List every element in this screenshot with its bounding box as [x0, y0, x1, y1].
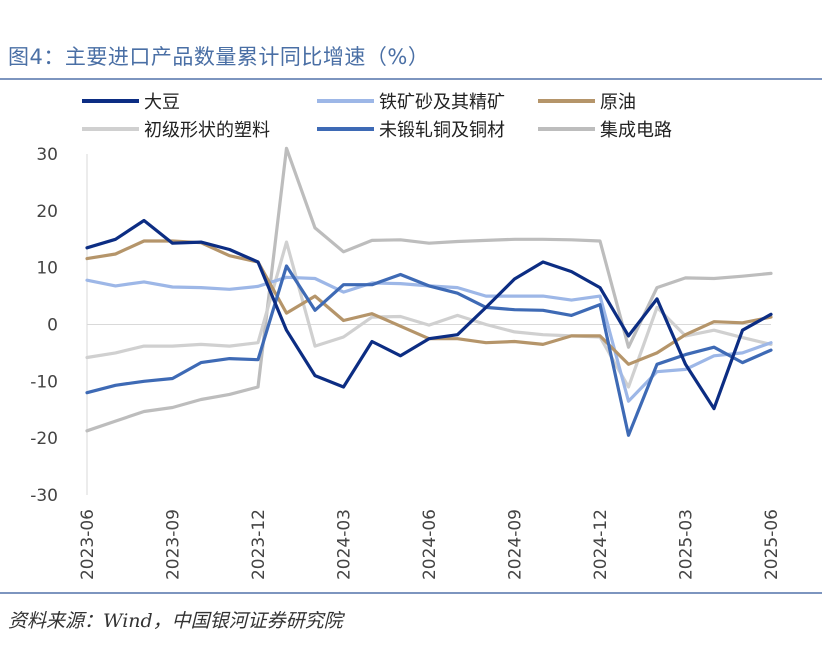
footer-divider — [0, 592, 822, 594]
legend-label: 铁矿砂及其精矿 — [379, 92, 505, 113]
chart-title: 图4：主要进口产品数量累计同比增速（%） — [8, 45, 430, 69]
legend-label: 未锻轧铜及铜材 — [379, 120, 505, 141]
series-line — [85, 146, 773, 433]
x-tick-label: 2024-12 — [591, 509, 611, 580]
y-axis: 30 20 10 0 -10 -20 -30 — [30, 145, 58, 506]
x-tick-label: 2023-09 — [164, 509, 184, 580]
y-tick-label: -20 — [30, 429, 58, 449]
x-axis: 2023-06 2023-09 2023-12 2024-03 2024-06 2024-… — [78, 154, 782, 580]
legend-label: 集成电路 — [600, 120, 672, 141]
series-lines — [85, 146, 773, 437]
legend-label: 大豆 — [144, 92, 180, 113]
y-tick-label: 10 — [36, 259, 58, 279]
x-tick-label: 2024-03 — [335, 509, 355, 580]
x-tick-label: 2023-06 — [78, 509, 98, 580]
title-divider — [0, 78, 822, 80]
series-line — [85, 218, 773, 411]
legend-label: 原油 — [600, 92, 636, 113]
x-tick-label: 2024-09 — [506, 509, 526, 580]
y-tick-label: 0 — [47, 316, 58, 336]
y-tick-label: -30 — [30, 486, 58, 506]
x-tick-label: 2025-03 — [677, 509, 697, 580]
x-tick-label: 2025-06 — [762, 509, 782, 580]
series-line — [85, 240, 773, 389]
series-line — [85, 264, 773, 437]
legend-label: 初级形状的塑料 — [144, 120, 270, 141]
source-note: 资料来源：Wind，中国银河证券研究院 — [8, 610, 343, 632]
y-tick-label: 30 — [36, 145, 58, 165]
y-tick-label: -10 — [30, 372, 58, 392]
x-tick-label: 2024-06 — [420, 509, 440, 580]
x-tick-label: 2023-12 — [249, 509, 269, 580]
y-tick-label: 20 — [36, 202, 58, 222]
